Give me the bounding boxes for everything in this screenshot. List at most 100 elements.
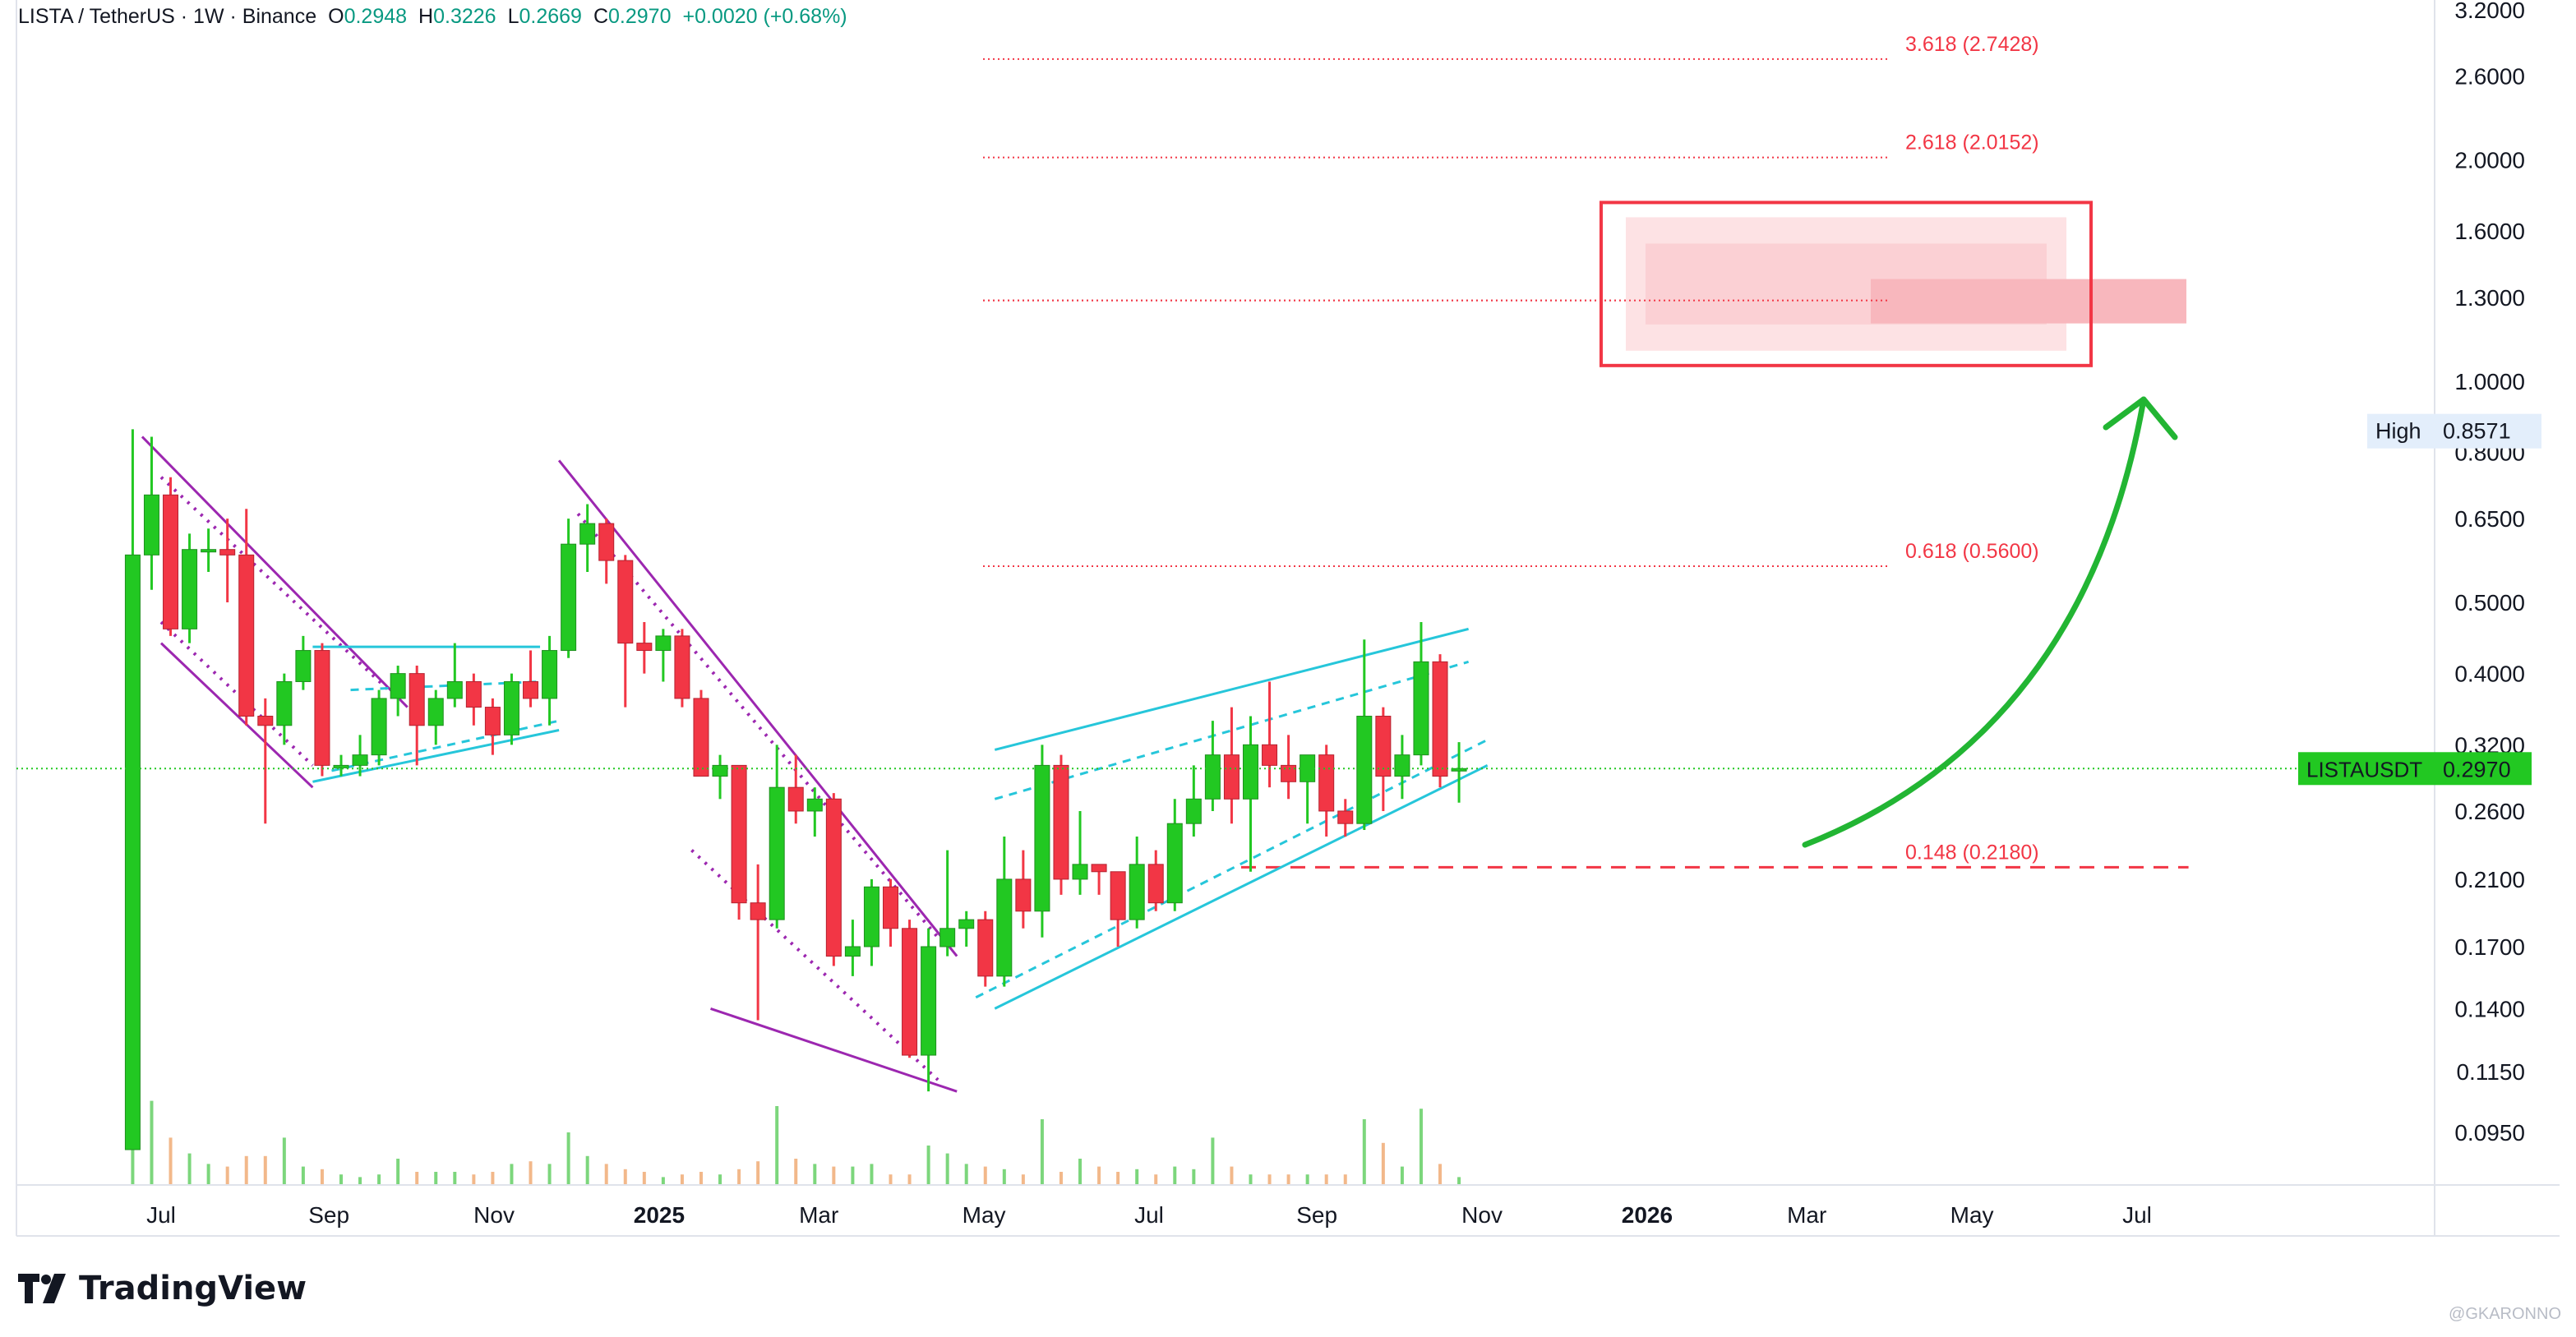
candle-body	[1034, 764, 1050, 912]
volume-bar	[529, 1161, 533, 1185]
high-value: 0.3226	[433, 5, 496, 28]
symbol-tag-bg	[2298, 752, 2435, 786]
y-tick-label: 0.1150	[2456, 1059, 2525, 1085]
candles-layer	[124, 429, 1467, 1150]
volume-bar	[983, 1166, 987, 1185]
last-price-tag-value: 0.2970	[2443, 757, 2511, 781]
candle-body	[1072, 864, 1088, 880]
volume-bar	[358, 1177, 362, 1185]
pattern-wedge-2-top	[557, 459, 958, 957]
volume-bar	[244, 1155, 248, 1185]
candle-body	[1015, 878, 1032, 912]
candle-body	[1185, 798, 1202, 824]
volume-bar	[926, 1146, 930, 1185]
pattern-channel-top	[994, 627, 1469, 751]
volume-bar	[870, 1164, 874, 1185]
candle-body	[523, 680, 539, 699]
candle-body	[1394, 754, 1410, 777]
volume-bar	[1324, 1174, 1328, 1185]
volume-bar	[187, 1153, 192, 1185]
fib-level-label: 0.618 (0.5600)	[1905, 540, 2039, 563]
candle-body	[1300, 754, 1316, 782]
pattern-wedge-1-inner	[159, 620, 314, 767]
x-tick-label: Nov	[473, 1202, 515, 1228]
volume-bar	[718, 1174, 722, 1185]
candle-body	[409, 673, 425, 726]
high-marker-value: 0.8571	[2443, 419, 2511, 444]
volume-bar	[377, 1174, 381, 1185]
y-tick-label: 1.3000	[2454, 285, 2525, 311]
candle-body	[390, 673, 406, 699]
candle-body	[333, 764, 349, 768]
volume-bar	[415, 1172, 419, 1185]
axes-layer: 3.20002.60002.00001.60001.30001.00000.80…	[16, 0, 2560, 1237]
y-tick-label: 1.0000	[2454, 369, 2525, 394]
low-value: 0.2669	[519, 5, 582, 28]
pattern-channel-bottom	[994, 764, 1489, 1010]
volume-bar	[1230, 1166, 1234, 1185]
candle-body	[427, 698, 444, 726]
candle-body	[1413, 661, 1429, 756]
author-watermark: @GKARONNO	[2449, 1305, 2561, 1323]
pattern-range-1-mid	[350, 680, 541, 692]
volume-bar	[301, 1166, 305, 1185]
volume-bar	[396, 1159, 400, 1185]
candle-body	[939, 928, 956, 947]
candle-body	[1129, 864, 1145, 920]
volume-layer	[131, 922, 1461, 1185]
volume-bar	[1135, 1169, 1139, 1185]
candle-body	[712, 764, 728, 777]
volume-bar	[282, 1137, 286, 1185]
candle-body	[1281, 764, 1297, 782]
fib-level-label: 0.148 (0.2180)	[1905, 841, 2039, 864]
x-tick-label: Sep	[1296, 1202, 1337, 1228]
volume-bar	[1097, 1166, 1101, 1185]
volume-bar	[1362, 1119, 1366, 1185]
volume-bar	[1267, 1174, 1272, 1185]
open-label: O	[328, 5, 344, 28]
candle-body	[542, 650, 558, 699]
faded-overlay-layer	[822, 18, 1726, 608]
candle-body	[636, 643, 653, 652]
low-label: L	[507, 5, 519, 28]
volume-bar	[1173, 1166, 1177, 1185]
candle-body	[503, 680, 519, 735]
volume-bar	[699, 1172, 703, 1185]
volume-bar	[339, 1174, 343, 1185]
tradingview-logo[interactable]: TradingView	[18, 1266, 307, 1312]
volume-bar	[737, 1169, 741, 1185]
candle-body	[1091, 864, 1107, 873]
y-tick-label: 0.1700	[2454, 934, 2525, 960]
candle-body	[958, 919, 975, 929]
x-tick-label: Jul	[2122, 1202, 2152, 1228]
y-tick-label: 0.6500	[2454, 506, 2525, 532]
candle-body	[1223, 754, 1240, 800]
candle-body	[1337, 810, 1354, 824]
symbol-title: LISTA / TetherUS · 1W · Binance	[18, 5, 317, 28]
volume-bar	[1438, 1164, 1443, 1185]
open-value: 0.2948	[344, 5, 408, 28]
x-tick-label: 2025	[634, 1202, 685, 1228]
volume-bar	[964, 1164, 968, 1185]
candle-body	[1432, 661, 1448, 777]
pattern-wedge-1-inner-top	[159, 476, 390, 692]
candle-body	[731, 764, 747, 904]
change-value: +0.0020 (+0.68%)	[682, 5, 847, 28]
volume-bar	[1059, 1172, 1063, 1185]
pattern-range-1-bottom-dash	[331, 719, 560, 772]
projection-arrow-shaft	[1802, 396, 2147, 848]
volume-bar	[623, 1169, 627, 1185]
volume-bar	[1211, 1137, 1215, 1185]
candle-body	[674, 635, 690, 699]
candle-body	[1242, 744, 1258, 800]
candle-body	[163, 494, 179, 629]
target-zone-box	[1599, 201, 2094, 367]
candle-body	[1204, 754, 1221, 800]
candle-body	[219, 549, 236, 556]
volume-bar	[1343, 1174, 1347, 1185]
volume-bar	[263, 1155, 267, 1185]
volume-bar	[1286, 1174, 1290, 1185]
last-price-tag-bg	[2435, 752, 2532, 786]
volume-bar	[642, 1172, 646, 1185]
